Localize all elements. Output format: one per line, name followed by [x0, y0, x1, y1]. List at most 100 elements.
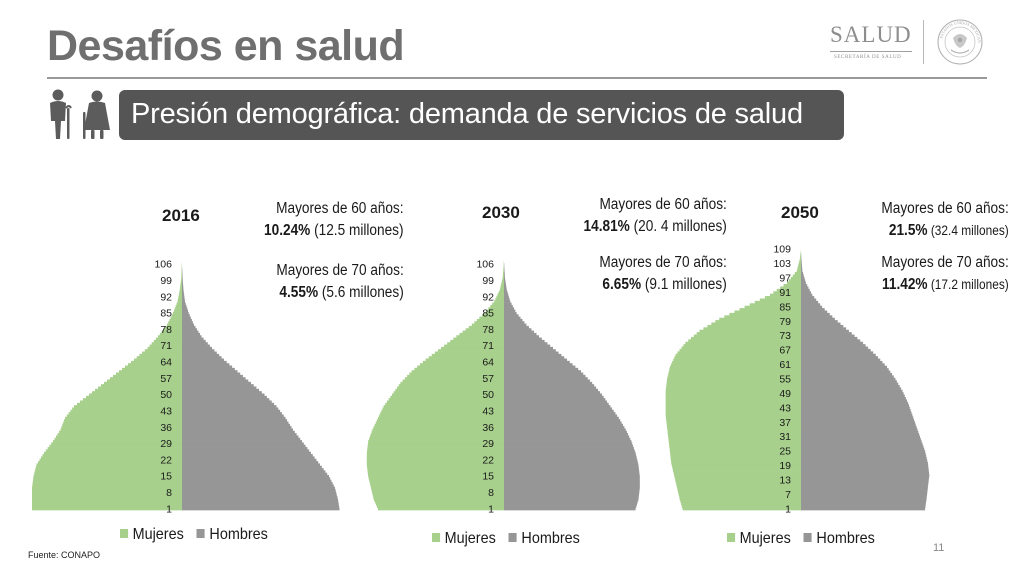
- y-tick-label: 15: [160, 471, 172, 483]
- bar-mujeres-age-6: [373, 496, 504, 499]
- y-tick-label: 7: [785, 489, 791, 501]
- bar-mujeres-age-88: [175, 304, 182, 308]
- bar-mujeres-age-23: [41, 456, 182, 460]
- bar-mujeres-age-77: [462, 330, 504, 334]
- bar-hombres-age-83: [801, 310, 828, 314]
- bar-hombres-age-85: [182, 311, 189, 315]
- y-tick-label: 109: [773, 244, 791, 256]
- bar-mujeres-age-80: [719, 317, 801, 321]
- bar-hombres-age-101: [801, 267, 803, 270]
- bar-hombres-age-5: [504, 498, 639, 502]
- bar-hombres-age-91: [182, 297, 185, 301]
- bar-hombres-age-23: [182, 456, 315, 460]
- bar-mujeres-age-86: [173, 309, 182, 313]
- bar-mujeres-age-16: [673, 471, 801, 475]
- bar-hombres-age-51: [504, 391, 601, 394]
- bar-hombres-age-79: [182, 325, 196, 329]
- stat-70-label: Mayores de 70 años:: [599, 254, 727, 271]
- bar-mujeres-age-15: [368, 475, 504, 478]
- bar-mujeres-age-105: [799, 257, 801, 261]
- bar-hombres-age-82: [801, 312, 830, 316]
- bar-hombres-age-62: [182, 365, 233, 369]
- bar-hombres-age-60: [801, 365, 888, 369]
- bar-mujeres-age-90: [769, 293, 801, 297]
- bar-mujeres-age-36: [61, 426, 182, 429]
- bar-hombres-age-100: [801, 269, 803, 273]
- bar-hombres-age-41: [801, 411, 912, 415]
- population-pyramid-2050: 109 103 97 91 85 79 73 67 61 55 49 43 37 31 25 19 13 7 1: [665, 244, 930, 515]
- y-tick-label: 13: [779, 474, 791, 486]
- bar-mujeres-age-101: [797, 267, 801, 270]
- bar-hombres-age-8: [504, 491, 640, 495]
- bar-hombres-age-72: [504, 342, 548, 345]
- y-tick-label: 50: [160, 389, 172, 401]
- bar-hombres-age-7: [801, 493, 928, 496]
- bar-hombres-age-38: [801, 418, 915, 422]
- bar-mujeres-age-87: [488, 307, 504, 310]
- bar-hombres-age-1: [182, 507, 340, 511]
- bar-hombres-age-89: [801, 296, 815, 299]
- bar-mujeres-age-5: [679, 497, 801, 501]
- bar-mujeres-age-106: [800, 255, 801, 258]
- bar-mujeres-age-48: [388, 398, 504, 401]
- bar-hombres-age-83: [182, 316, 191, 320]
- bar-hombres-age-81: [504, 321, 525, 324]
- bar-hombres-age-49: [182, 395, 267, 399]
- year-label-2050: 2050: [781, 203, 819, 222]
- bar-hombres-age-73: [182, 339, 206, 343]
- y-tick-label: 57: [482, 373, 494, 385]
- page-number: 11: [933, 542, 945, 554]
- bar-mujeres-age-30: [668, 437, 801, 441]
- bar-mujeres-age-35: [60, 428, 182, 432]
- bar-hombres-age-98: [504, 281, 506, 285]
- bar-hombres-age-65: [801, 353, 876, 357]
- bar-hombres-age-16: [504, 472, 640, 476]
- bar-mujeres-age-71: [444, 344, 504, 348]
- bar-hombres-age-71: [504, 344, 551, 348]
- bar-hombres-age-92: [801, 288, 810, 292]
- bar-hombres-age-70: [182, 346, 212, 350]
- bar-mujeres-age-94: [783, 284, 801, 287]
- bar-mujeres-age-39: [64, 419, 182, 422]
- legend-swatch-mujeres: [432, 533, 441, 542]
- bar-mujeres-age-92: [776, 288, 801, 292]
- bar-hombres-age-72: [182, 342, 208, 345]
- bar-hombres-age-92: [504, 295, 509, 299]
- bar-hombres-age-20: [182, 463, 320, 467]
- bar-mujeres-age-79: [468, 325, 504, 329]
- bar-mujeres-age-62: [125, 365, 182, 369]
- y-tick-label: 43: [482, 405, 494, 417]
- bar-hombres-age-67: [182, 353, 220, 357]
- bar-mujeres-age-65: [425, 358, 504, 362]
- bar-mujeres-age-69: [683, 344, 801, 347]
- legend-label-hombres: Hombres: [521, 530, 580, 547]
- bar-mujeres-age-69: [144, 349, 182, 352]
- stat-60-detail: (32.4 millones): [927, 223, 1009, 238]
- bar-mujeres-age-55: [400, 381, 504, 385]
- bar-mujeres-age-77: [707, 324, 801, 328]
- bar-mujeres-age-21: [38, 461, 182, 464]
- bar-hombres-age-86: [801, 303, 821, 307]
- bar-mujeres-age-51: [665, 387, 801, 391]
- bar-mujeres-age-57: [668, 372, 801, 376]
- bar-mujeres-age-41: [379, 414, 504, 418]
- bar-hombres-age-103: [801, 262, 802, 266]
- bar-mujeres-age-21: [670, 459, 801, 463]
- bar-hombres-age-13: [801, 478, 929, 482]
- bar-hombres-age-93: [182, 293, 185, 296]
- bar-hombres-age-2: [801, 505, 926, 508]
- bar-mujeres-age-32: [369, 435, 504, 439]
- bar-mujeres-age-103: [503, 269, 504, 273]
- legend-swatch-hombres: [803, 533, 812, 542]
- bar-hombres-age-84: [182, 314, 190, 317]
- bar-mujeres-age-1: [378, 507, 504, 511]
- bar-hombres-age-41: [504, 414, 618, 418]
- stat-70-detail: (9.1 millones): [641, 276, 727, 293]
- bar-mujeres-age-44: [382, 407, 504, 411]
- bar-mujeres-age-51: [393, 391, 504, 394]
- bar-hombres-age-22: [504, 458, 638, 462]
- stat-60-2030: Mayores de 60 años: 14.81% (20. 4 millon…: [584, 194, 727, 238]
- bar-hombres-age-91: [504, 297, 510, 301]
- y-tick-label: 22: [482, 454, 494, 466]
- bar-hombres-age-34: [182, 430, 295, 434]
